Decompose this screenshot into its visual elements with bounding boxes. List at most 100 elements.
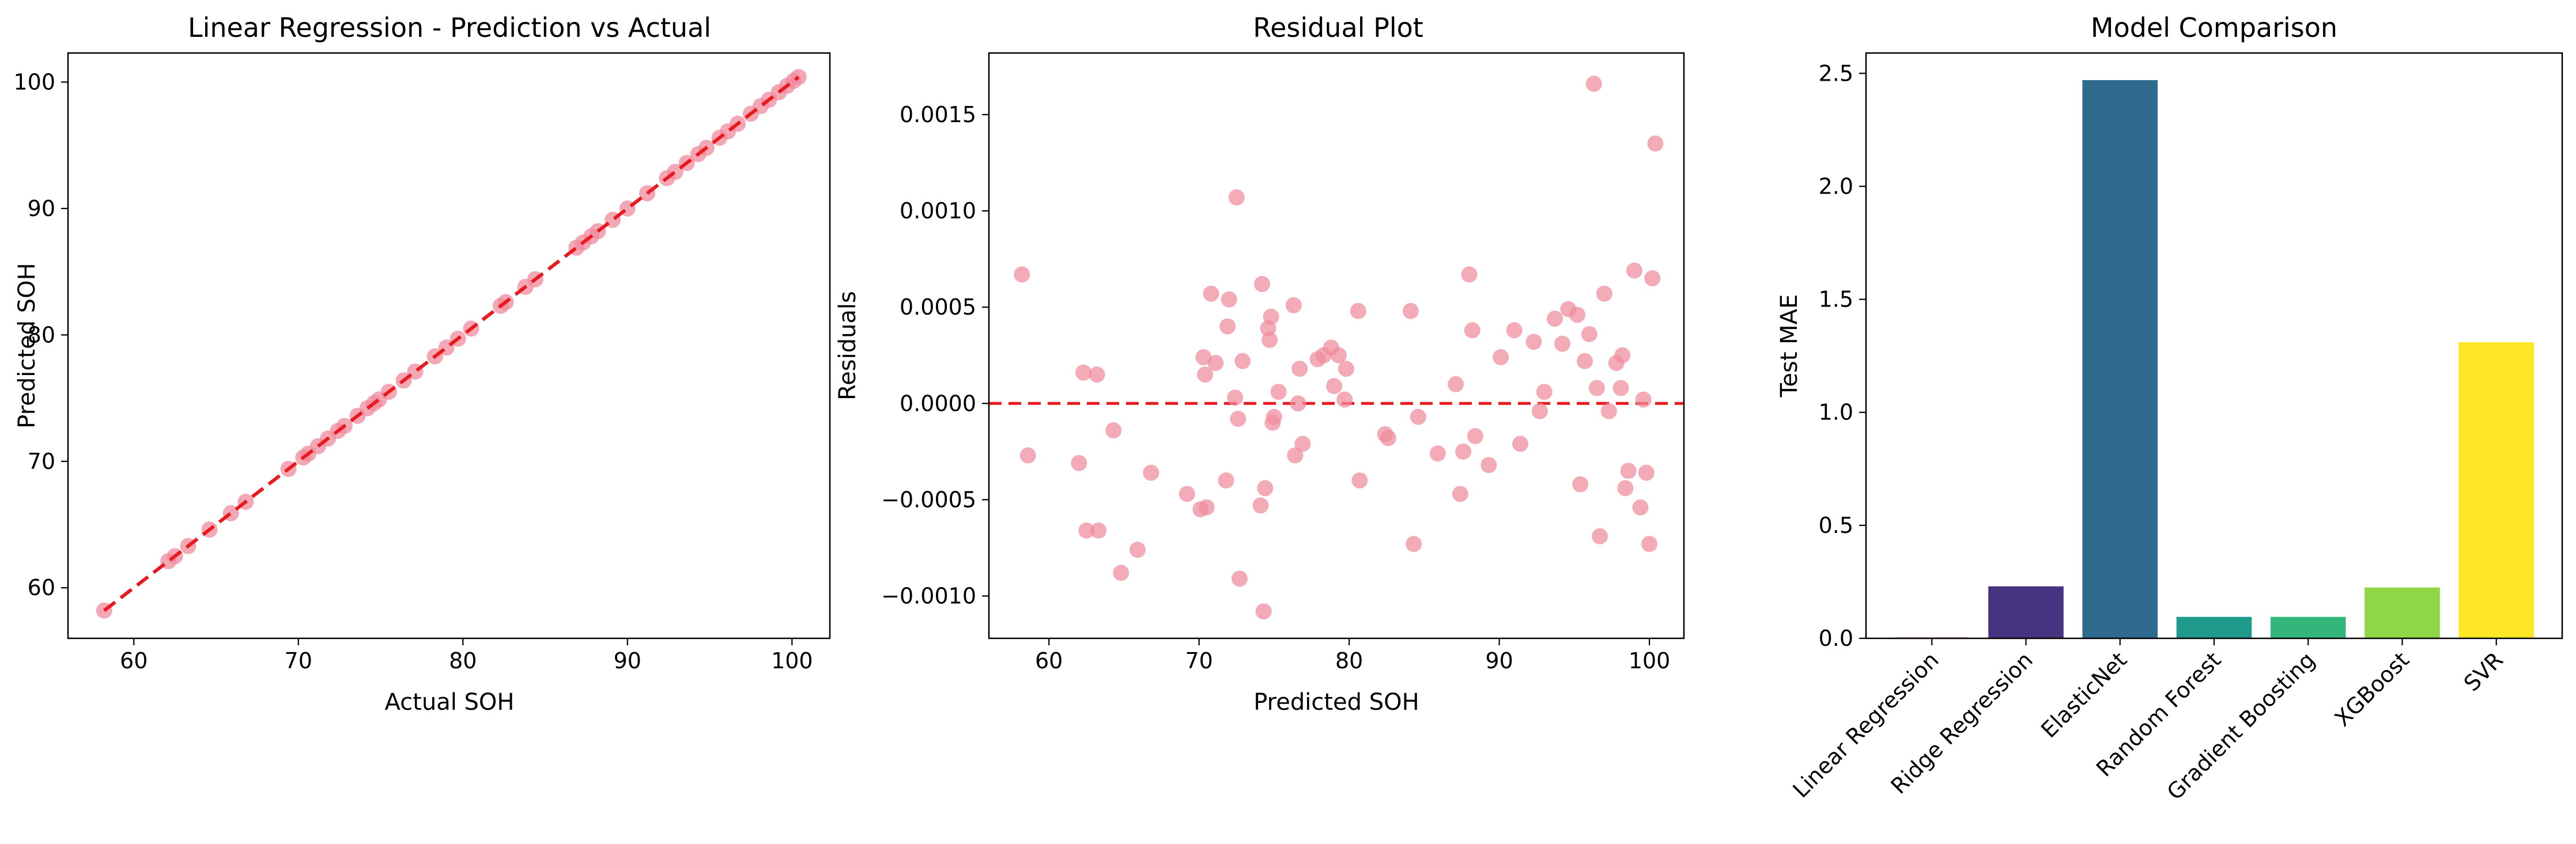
bar — [1988, 586, 2064, 638]
data-point — [1569, 306, 1586, 323]
y-tick-label: 0.0 — [1819, 626, 1853, 651]
x-axis-label: Predicted SOH — [1253, 689, 1419, 716]
data-point — [1581, 326, 1597, 342]
data-point — [1641, 536, 1658, 552]
data-point — [1612, 380, 1629, 396]
x-tick-label: SVR — [2459, 647, 2508, 696]
data-point — [1019, 447, 1036, 464]
data-point — [1234, 353, 1251, 369]
data-point — [1197, 366, 1214, 383]
panel-model-comparison: Model Comparison 0.00.51.01.52.02.5Linea… — [1776, 12, 2563, 805]
y-tick-label: 0.0005 — [900, 294, 976, 320]
x-tick-label: ElasticNet — [2036, 647, 2132, 743]
plot-frame — [988, 52, 1685, 639]
x-tick-label: 100 — [1629, 648, 1671, 673]
tick-layer: 60 70 80 90 100 60 70 80 90 100 — [13, 69, 813, 673]
y-tick-label: −0.0010 — [881, 583, 976, 608]
y-tick-label: 90 — [28, 196, 55, 221]
x-tick-label: 70 — [285, 648, 312, 673]
reference-line — [103, 75, 800, 612]
bar — [2270, 616, 2346, 638]
x-tick-label: 90 — [614, 648, 641, 673]
chart-title: Linear Regression - Prediction vs Actual — [188, 12, 711, 43]
data-point — [1455, 443, 1472, 460]
data-point — [1071, 455, 1087, 471]
data-point — [1620, 463, 1637, 479]
data-point — [1536, 384, 1553, 400]
data-point — [1380, 430, 1396, 446]
x-tick-label: 60 — [1035, 648, 1063, 673]
data-point — [1255, 603, 1272, 620]
data-point — [1261, 331, 1278, 348]
data-point — [1330, 347, 1347, 364]
data-point — [1464, 322, 1480, 339]
x-axis-label: Actual SOH — [385, 689, 515, 716]
bar — [2458, 342, 2535, 638]
data-point — [1290, 395, 1306, 412]
data-point — [1257, 480, 1274, 497]
y-tick-label: 1.0 — [1819, 400, 1853, 425]
data-point — [1461, 266, 1478, 283]
y-axis-label: Test MAE — [1776, 294, 1803, 398]
y-axis-label: Residuals — [834, 291, 861, 400]
data-point — [1252, 497, 1269, 514]
data-point — [1285, 297, 1302, 313]
plot-frame — [1865, 52, 2563, 639]
data-point — [1218, 472, 1234, 489]
data-point — [1203, 285, 1219, 302]
data-point — [1452, 486, 1468, 502]
data-point — [1525, 334, 1542, 350]
y-tick-label: 0.0000 — [900, 391, 976, 416]
bar — [2365, 587, 2440, 638]
data-point — [1585, 75, 1602, 92]
data-point — [1626, 262, 1643, 279]
y-axis-label: Predicted SOH — [14, 263, 40, 428]
data-point — [1105, 422, 1122, 439]
y-tick-label: −0.0005 — [881, 487, 976, 512]
data-point — [1254, 276, 1271, 293]
data-point — [1207, 355, 1224, 372]
data-point — [1231, 570, 1248, 587]
panel-prediction-vs-actual: Linear Regression - Prediction vs Actual… — [13, 12, 831, 716]
data-point — [1592, 528, 1608, 544]
data-point — [1577, 353, 1593, 369]
x-tick-label: 90 — [1485, 648, 1513, 673]
data-point — [1221, 291, 1237, 308]
data-point — [1326, 378, 1343, 395]
x-tick-label: 60 — [120, 648, 148, 673]
y-tick-label: 2.5 — [1819, 60, 1853, 86]
data-point — [1089, 366, 1105, 383]
data-point — [1429, 445, 1446, 462]
bars — [1894, 80, 2535, 638]
data-point — [1647, 135, 1664, 152]
data-point — [1493, 349, 1509, 366]
data-point — [1600, 403, 1617, 419]
data-point — [1291, 361, 1308, 377]
data-point — [1227, 389, 1244, 406]
data-point — [1554, 335, 1571, 352]
reference-line-layer — [103, 75, 800, 612]
data-point — [1448, 376, 1464, 392]
data-point — [1531, 403, 1548, 419]
data-point — [1596, 285, 1612, 302]
data-point — [1228, 189, 1245, 206]
data-point — [1480, 457, 1497, 474]
data-point — [1617, 480, 1634, 497]
tick-layer: 60 70 80 90 100 −0.0010 −0.0005 0.0000 0.0005 0.0… — [881, 102, 1670, 673]
data-point — [1287, 447, 1304, 464]
y-tick-label: 80 — [28, 322, 55, 347]
data-point — [1351, 472, 1368, 489]
data-point — [1632, 499, 1649, 516]
data-point — [1090, 522, 1107, 539]
y-tick-label: 0.5 — [1819, 513, 1853, 538]
data-point — [1014, 266, 1030, 283]
data-point — [1078, 522, 1095, 539]
data-point — [1075, 364, 1092, 381]
y-tick-label: 0.0010 — [900, 198, 976, 224]
plot-frame — [67, 52, 831, 639]
data-point — [1113, 565, 1130, 581]
y-tick-label: 100 — [13, 69, 55, 94]
y-tick-label: 60 — [28, 575, 55, 600]
data-point — [1270, 384, 1287, 400]
data-point — [1638, 464, 1655, 481]
